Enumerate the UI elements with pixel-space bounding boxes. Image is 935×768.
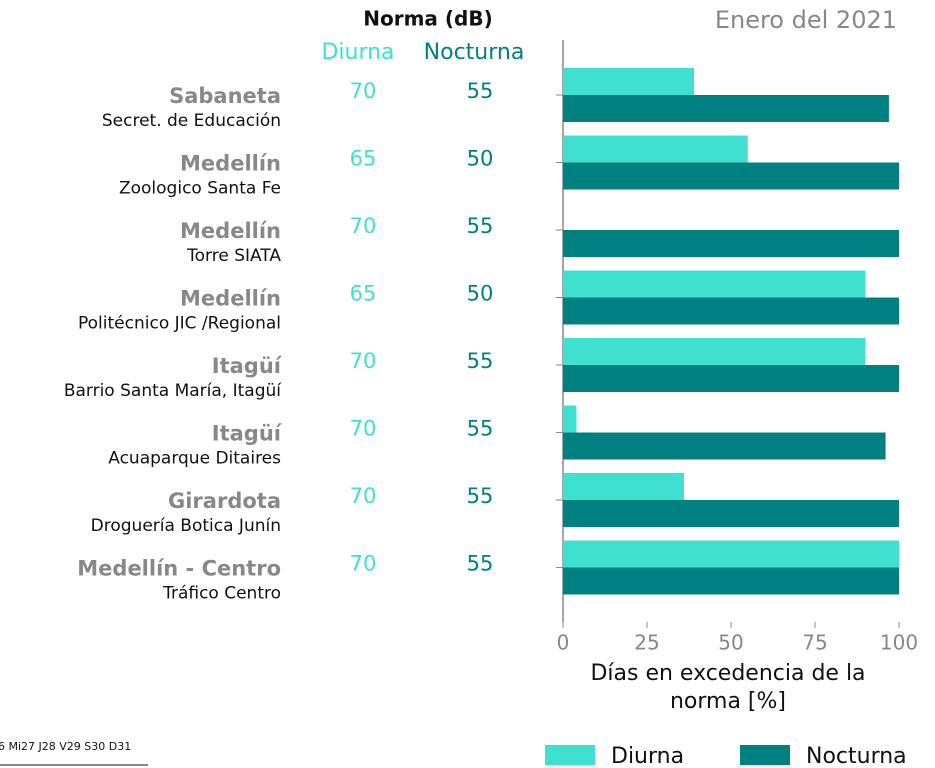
station-label: Politécnico JIC /Regional [78,314,281,334]
municipality-label: Itagüí [212,354,283,378]
bar [563,270,866,298]
norma-nocturna: 50 [467,282,494,306]
municipality-label: Medellín [180,287,281,311]
bar [563,135,748,163]
bar [563,540,899,568]
municipality-label: Medellín [180,152,281,176]
bar [563,230,899,257]
station-label: Barrio Santa María, Itagüí [64,381,282,401]
legend-label: Nocturna [806,744,907,768]
bar [563,338,866,365]
norma-nocturna: 50 [467,147,494,171]
x-tick-label: 100 [880,631,918,655]
norma-diurna: 65 [350,147,377,171]
chart-title: Enero del 2021 [715,6,897,34]
bar [563,162,899,190]
norma-diurna: 70 [350,214,377,238]
station-label: Droguería Botica Junín [91,516,281,536]
norma-column-header: Nocturna [424,40,525,65]
x-tick-label: 75 [802,631,827,655]
municipality-label: Medellín - Centro [77,557,281,581]
norma-column-header: Diurna [321,40,394,65]
norma-nocturna: 55 [467,214,494,238]
bar [563,500,899,527]
station-label: Secret. de Educación [102,111,281,131]
bar [563,432,886,460]
norma-nocturna: 55 [467,417,494,441]
legend-label: Diurna [611,744,684,768]
station-label: Tráfico Centro [162,584,281,604]
footer-fragment: 6 Mi27 J28 V29 S30 D31 [0,740,131,753]
bar [563,473,684,500]
bar [563,567,899,595]
legend-swatch [545,745,595,765]
municipality-label: Medellín [180,219,281,243]
norma-nocturna: 55 [467,552,494,576]
norma-diurna: 65 [350,282,377,306]
norma-nocturna: 55 [467,79,494,103]
norma-diurna: 70 [350,349,377,373]
norma-diurna: 70 [350,552,377,576]
norma-diurna: 70 [350,79,377,103]
norma-diurna: 70 [350,417,377,441]
station-label: Acuaparque Ditaires [108,449,281,469]
station-label: Zoologico Santa Fe [119,179,281,199]
norma-nocturna: 55 [467,484,494,508]
x-tick-label: 0 [557,631,570,655]
municipality-label: Sabaneta [169,84,281,108]
norma-diurna: 70 [350,484,377,508]
bar [563,68,695,95]
norma-title: Norma (dB) [363,7,492,31]
bar [563,405,577,433]
legend-swatch [740,745,790,765]
bar [563,365,899,392]
municipality-label: Itagüí [212,422,283,446]
bar [563,95,889,122]
bar [563,297,899,325]
municipality-label: Girardota [168,489,281,513]
station-label: Torre SIATA [186,246,281,266]
x-tick-label: 25 [634,631,659,655]
x-axis-label: Días en excedencia de la norma [%] [590,661,866,714]
norma-nocturna: 55 [467,349,494,373]
x-tick-label: 50 [718,631,743,655]
